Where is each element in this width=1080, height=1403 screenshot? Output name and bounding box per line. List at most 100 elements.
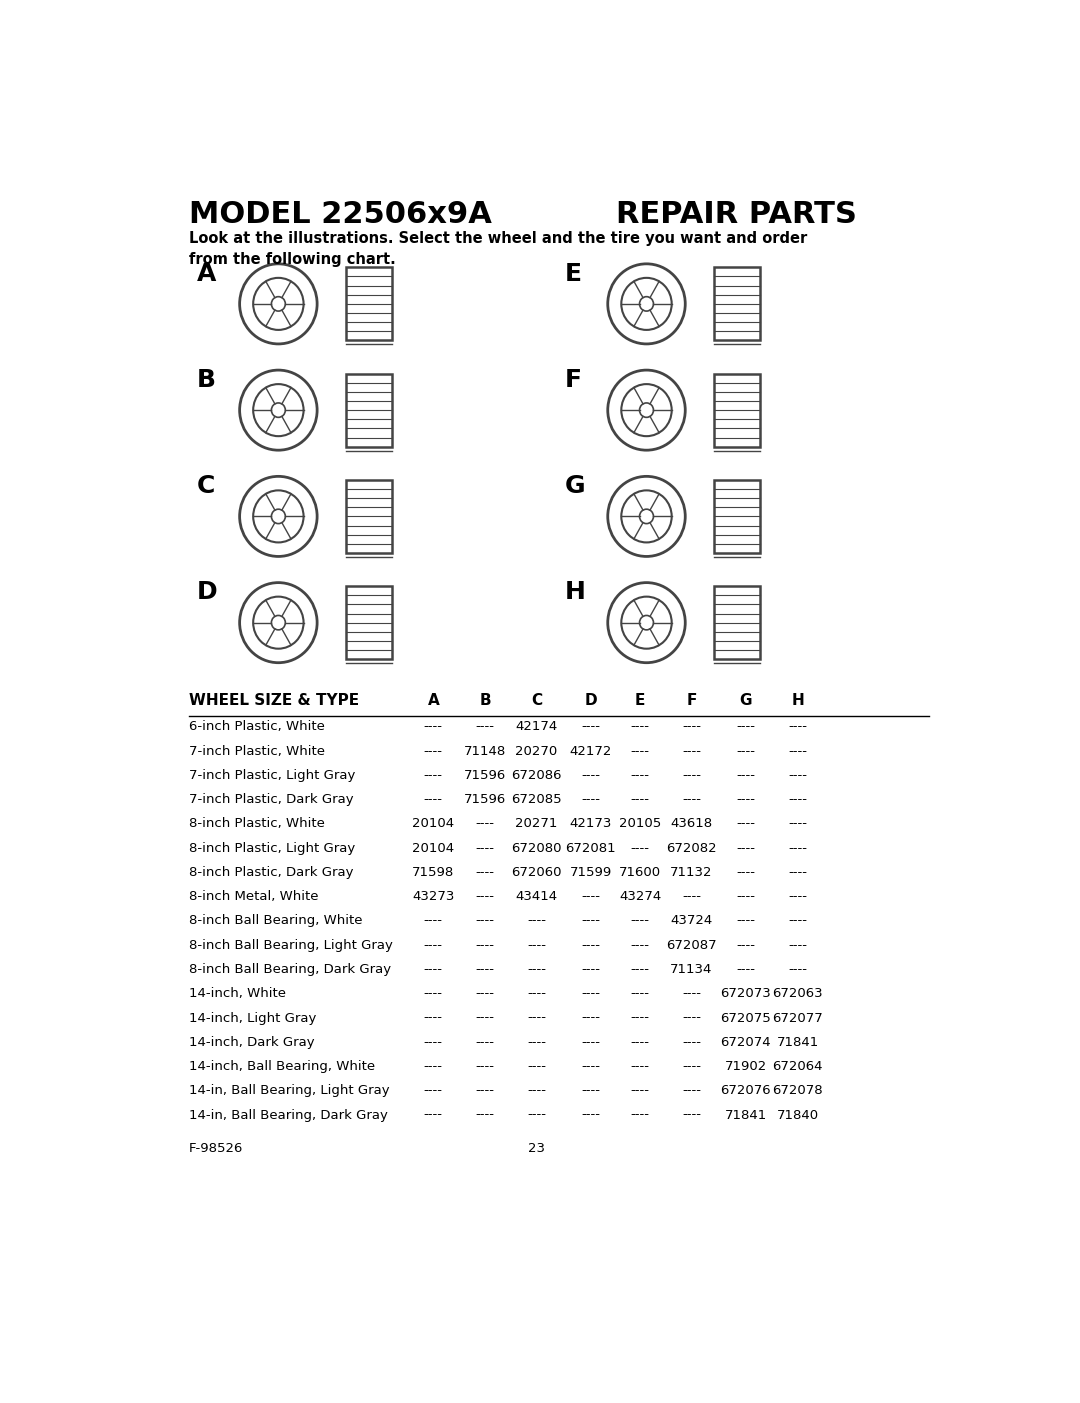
Text: ----: ---- <box>788 962 807 976</box>
Bar <box>714 586 760 659</box>
Text: A: A <box>428 693 440 707</box>
Text: ----: ---- <box>631 962 650 976</box>
Text: ----: ---- <box>737 962 755 976</box>
Text: 14-in, Ball Bearing, Dark Gray: 14-in, Ball Bearing, Dark Gray <box>189 1108 388 1121</box>
Text: 71132: 71132 <box>671 866 713 880</box>
Text: 8-inch Ball Bearing, Dark Gray: 8-inch Ball Bearing, Dark Gray <box>189 962 391 976</box>
Text: ----: ---- <box>788 842 807 854</box>
Text: ----: ---- <box>788 769 807 781</box>
Text: 20104: 20104 <box>413 842 455 854</box>
Text: ----: ---- <box>423 769 443 781</box>
Text: ----: ---- <box>581 988 600 1000</box>
Text: ----: ---- <box>631 1012 650 1024</box>
Text: 20105: 20105 <box>619 818 661 831</box>
Text: 8-inch Plastic, Light Gray: 8-inch Plastic, Light Gray <box>189 842 355 854</box>
Text: 71599: 71599 <box>569 866 612 880</box>
Text: 672087: 672087 <box>666 939 717 951</box>
Text: ----: ---- <box>581 1035 600 1049</box>
Text: ----: ---- <box>788 793 807 807</box>
Text: ----: ---- <box>423 1061 443 1073</box>
Text: REPAIR PARTS: REPAIR PARTS <box>616 201 856 229</box>
Text: 8-inch Metal, White: 8-inch Metal, White <box>189 891 319 904</box>
Bar <box>714 268 760 341</box>
Text: ----: ---- <box>476 866 495 880</box>
Text: ----: ---- <box>737 915 755 927</box>
Text: 71841: 71841 <box>777 1035 819 1049</box>
Text: ----: ---- <box>737 891 755 904</box>
Text: ----: ---- <box>527 915 546 927</box>
Text: 672060: 672060 <box>511 866 562 880</box>
Text: ----: ---- <box>527 1012 546 1024</box>
Text: 71841: 71841 <box>725 1108 767 1121</box>
Text: ----: ---- <box>581 721 600 734</box>
Bar <box>714 480 760 553</box>
Text: ----: ---- <box>788 939 807 951</box>
Text: 71134: 71134 <box>671 962 713 976</box>
Text: ----: ---- <box>631 842 650 854</box>
Text: ----: ---- <box>476 1061 495 1073</box>
Text: 71596: 71596 <box>464 769 507 781</box>
Text: ----: ---- <box>631 1035 650 1049</box>
Text: 672074: 672074 <box>720 1035 771 1049</box>
Text: ----: ---- <box>681 1085 701 1097</box>
Text: 71598: 71598 <box>413 866 455 880</box>
Text: ----: ---- <box>737 866 755 880</box>
Text: 672076: 672076 <box>720 1085 771 1097</box>
Text: ----: ---- <box>631 793 650 807</box>
Text: ----: ---- <box>788 891 807 904</box>
Text: 672064: 672064 <box>772 1061 823 1073</box>
Text: MODEL 22506x9A: MODEL 22506x9A <box>189 201 492 229</box>
Text: ----: ---- <box>631 769 650 781</box>
Text: ----: ---- <box>581 939 600 951</box>
Text: ----: ---- <box>581 1085 600 1097</box>
Text: ----: ---- <box>476 1012 495 1024</box>
Text: C: C <box>197 474 215 498</box>
Text: E: E <box>635 693 646 707</box>
Text: 42172: 42172 <box>569 745 612 758</box>
Text: ----: ---- <box>581 1061 600 1073</box>
Text: ----: ---- <box>527 1035 546 1049</box>
Text: ----: ---- <box>788 866 807 880</box>
Text: ----: ---- <box>527 962 546 976</box>
Text: ----: ---- <box>527 939 546 951</box>
Text: ----: ---- <box>631 1061 650 1073</box>
Text: ----: ---- <box>631 939 650 951</box>
Text: ----: ---- <box>476 1085 495 1097</box>
Text: 7-inch Plastic, Light Gray: 7-inch Plastic, Light Gray <box>189 769 355 781</box>
Text: ----: ---- <box>476 939 495 951</box>
Text: ----: ---- <box>737 769 755 781</box>
Text: 8-inch Plastic, Dark Gray: 8-inch Plastic, Dark Gray <box>189 866 354 880</box>
Text: 672073: 672073 <box>720 988 771 1000</box>
Text: ----: ---- <box>631 1085 650 1097</box>
Text: H: H <box>565 581 586 605</box>
Text: B: B <box>197 368 216 391</box>
Text: 14-inch, Ball Bearing, White: 14-inch, Ball Bearing, White <box>189 1061 376 1073</box>
Text: ----: ---- <box>476 721 495 734</box>
Text: ----: ---- <box>476 988 495 1000</box>
Text: ----: ---- <box>788 915 807 927</box>
Text: 672086: 672086 <box>511 769 562 781</box>
Text: H: H <box>792 693 804 707</box>
Text: ----: ---- <box>681 891 701 904</box>
Bar <box>346 586 392 659</box>
Text: C: C <box>531 693 542 707</box>
Text: 672085: 672085 <box>511 793 562 807</box>
Text: ----: ---- <box>527 1085 546 1097</box>
Text: ----: ---- <box>527 1061 546 1073</box>
Bar <box>346 373 392 446</box>
Text: ----: ---- <box>581 769 600 781</box>
Text: F: F <box>565 368 582 391</box>
Text: ----: ---- <box>737 939 755 951</box>
Text: 672082: 672082 <box>666 842 717 854</box>
Text: 43618: 43618 <box>671 818 713 831</box>
Text: D: D <box>584 693 597 707</box>
Text: 14-in, Ball Bearing, Light Gray: 14-in, Ball Bearing, Light Gray <box>189 1085 390 1097</box>
Text: ----: ---- <box>581 891 600 904</box>
Text: 8-inch Ball Bearing, Light Gray: 8-inch Ball Bearing, Light Gray <box>189 939 393 951</box>
Text: 8-inch Ball Bearing, White: 8-inch Ball Bearing, White <box>189 915 363 927</box>
Text: ----: ---- <box>423 1108 443 1121</box>
Text: ----: ---- <box>423 988 443 1000</box>
Text: 14-inch, White: 14-inch, White <box>189 988 286 1000</box>
Text: ----: ---- <box>476 1108 495 1121</box>
Text: ----: ---- <box>423 939 443 951</box>
